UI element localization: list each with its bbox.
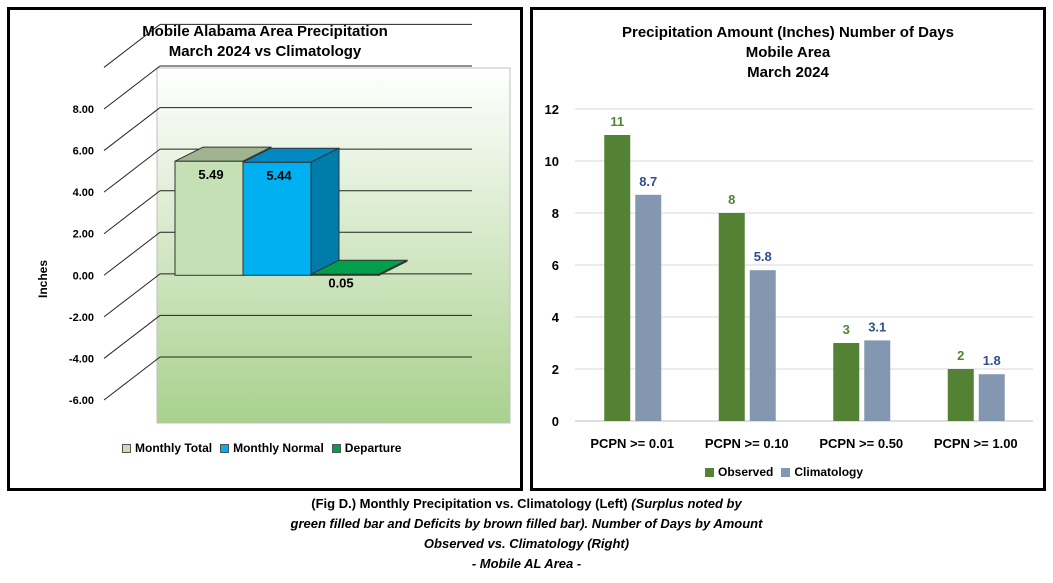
right-y-tick-label: 2 xyxy=(552,362,559,377)
left-bar-data-label: 0.05 xyxy=(328,275,353,290)
left-chart-legend: Monthly Total Monthly Normal Departure xyxy=(122,441,409,455)
right-chart-title: Precipitation Amount (Inches) Number of … xyxy=(533,23,1043,83)
left-bar-front xyxy=(174,160,244,276)
legend-swatch-observed xyxy=(705,467,714,477)
caption-line1-italic: (Surplus noted by xyxy=(631,496,742,511)
legend-swatch-departure xyxy=(331,443,341,453)
right-bar-data-label: 2 xyxy=(957,348,964,363)
left-chart-panel: Mobile Alabama Area Precipitation March … xyxy=(7,7,523,491)
left-y-tick-label: 6.00 xyxy=(73,146,94,158)
left-chart-plot: 8.00 6.00 4.00 2.00 0.00 -2.00 -4.00 -6.00 5.49 5… xyxy=(69,23,511,424)
left-y-tick-label: 2.00 xyxy=(73,229,94,241)
legend-label-departure: Departure xyxy=(344,441,402,455)
left-gridline-diagonal xyxy=(103,273,161,318)
right-x-tick-label: PCPN >= 0.50 xyxy=(819,436,903,451)
left-y-tick-label: 0.00 xyxy=(73,270,94,282)
legend-item-monthly-normal: Monthly Normal xyxy=(220,441,324,455)
legend-label-monthly-normal: Monthly Normal xyxy=(233,441,324,455)
legend-item-observed: Observed xyxy=(705,465,773,479)
caption-line4-text: - Mobile AL Area - xyxy=(471,556,582,571)
left-gridline-diagonal xyxy=(103,148,161,193)
right-y-tick-label: 12 xyxy=(545,102,559,117)
right-y-tick-label: 8 xyxy=(552,206,559,221)
right-y-tick-label: 10 xyxy=(545,154,559,169)
left-bar-side xyxy=(310,147,340,277)
right-bar-climatology xyxy=(635,194,662,421)
left-y-tick-label: -6.00 xyxy=(69,395,94,407)
right-bar-climatology xyxy=(978,374,1005,421)
left-bar-side xyxy=(378,259,408,277)
legend-item-departure: Departure xyxy=(331,441,402,455)
left-gridline-diagonal xyxy=(103,190,161,235)
right-x-tick-label: PCPN >= 0.10 xyxy=(705,436,789,451)
left-gridline-diagonal xyxy=(103,24,161,68)
left-chart-title: Mobile Alabama Area Precipitation March … xyxy=(10,22,520,62)
right-chart-title-line1: Precipitation Amount (Inches) Number of … xyxy=(622,24,954,41)
left-y-tick-label: -4.00 xyxy=(69,353,94,365)
caption-line4: - Mobile AL Area - xyxy=(0,554,1053,574)
legend-item-climatology: Climatology xyxy=(781,465,863,479)
right-x-tick-label: PCPN >= 0.01 xyxy=(590,436,674,451)
legend-item-monthly-total: Monthly Total xyxy=(122,441,212,455)
left-y-tick-label: 8.00 xyxy=(73,104,94,116)
left-chart-ylabel: Inches xyxy=(36,259,51,299)
left-gridline-diagonal xyxy=(103,231,161,276)
legend-label-climatology: Climatology xyxy=(794,465,864,479)
right-chart-legend: Observed Climatology xyxy=(705,465,871,479)
left-gridline-diagonal xyxy=(103,65,161,110)
left-gridline-diagonal xyxy=(103,315,161,359)
right-bar-observed xyxy=(833,343,860,421)
right-y-tick-label: 4 xyxy=(552,310,560,325)
right-chart-plot: 0 2 4 6 8 10 12 11 8.7 PCPN >= 0.01 8 5.8 PCPN >= 0.… xyxy=(545,102,1033,451)
right-y-tick-label: 6 xyxy=(552,258,559,273)
caption-line2-text: green filled bar and Deficits by brown f… xyxy=(290,516,763,531)
right-bar-climatology xyxy=(749,270,776,421)
right-x-tick-label: PCPN >= 1.00 xyxy=(934,436,1018,451)
left-bar-front xyxy=(242,161,312,276)
right-bar-data-label: 5.8 xyxy=(754,249,772,264)
caption-line1: (Fig D.) Monthly Precipitation vs. Clima… xyxy=(0,494,1053,514)
right-chart-title-line3: March 2024 xyxy=(747,64,829,81)
right-bar-observed xyxy=(947,369,974,421)
right-bar-data-label: 1.8 xyxy=(983,353,1001,368)
right-bar-data-label: 3 xyxy=(843,322,850,337)
caption-line3: Observed vs. Climatology (Right) xyxy=(0,534,1053,554)
right-bar-data-label: 8 xyxy=(728,192,735,207)
right-y-tick-label: 0 xyxy=(552,414,559,429)
left-bar-data-label: 5.44 xyxy=(266,168,292,183)
left-gridline-diagonal xyxy=(103,356,161,401)
right-chart-title-line2: Mobile Area xyxy=(745,44,831,61)
right-chart-panel: Precipitation Amount (Inches) Number of … xyxy=(530,7,1046,491)
right-bar-data-label: 8.7 xyxy=(639,174,657,189)
legend-label-observed: Observed xyxy=(718,465,774,479)
left-gridline-diagonal xyxy=(103,107,161,151)
right-bar-data-label: 3.1 xyxy=(868,319,886,334)
right-bar-climatology xyxy=(864,340,891,421)
right-bar-observed xyxy=(604,135,631,421)
left-bar-data-label: 5.49 xyxy=(198,167,223,182)
left-chart-title-line2: March 2024 vs Climatology xyxy=(168,43,362,60)
caption-line1-normal: (Fig D.) Monthly Precipitation vs. Clima… xyxy=(311,496,632,511)
legend-swatch-monthly-normal xyxy=(220,443,230,453)
left-y-tick-label: -2.00 xyxy=(69,312,94,324)
right-bar-observed xyxy=(718,213,745,421)
legend-label-monthly-total: Monthly Total xyxy=(135,441,213,455)
figure-caption: (Fig D.) Monthly Precipitation vs. Clima… xyxy=(0,494,1053,574)
caption-line2: green filled bar and Deficits by brown f… xyxy=(0,514,1053,534)
caption-line3-text: Observed vs. Climatology (Right) xyxy=(423,536,630,551)
legend-swatch-monthly-total xyxy=(122,443,131,453)
right-bar-data-label: 11 xyxy=(610,114,624,129)
left-y-tick-label: 4.00 xyxy=(73,187,94,199)
legend-swatch-climatology xyxy=(781,467,791,477)
left-chart-title-line1: Mobile Alabama Area Precipitation xyxy=(142,23,388,40)
